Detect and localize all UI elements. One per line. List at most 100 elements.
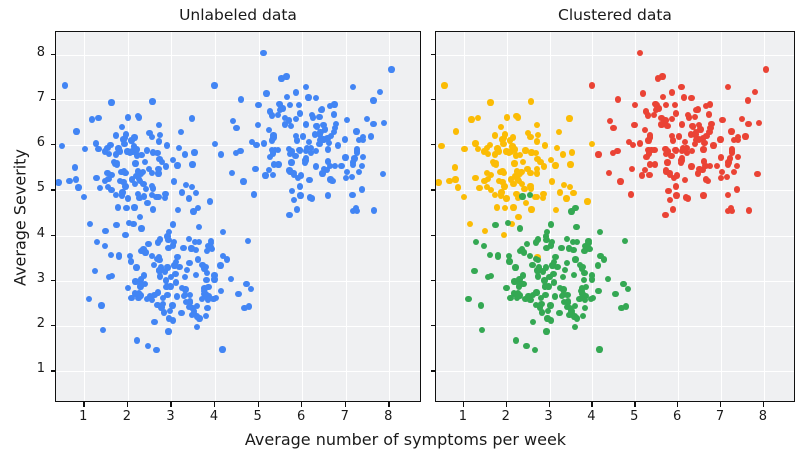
data-point [735,153,742,161]
data-point [762,66,770,73]
data-point [247,285,255,292]
data-point [286,211,293,219]
gridline-horizontal [436,54,794,56]
data-point [132,278,139,285]
data-point [278,75,285,82]
data-point [501,131,509,138]
data-point [723,173,731,181]
data-point [481,178,488,185]
data-point [516,281,524,288]
data-point [314,123,321,130]
data-point [165,236,172,244]
data-point [588,272,596,279]
data-point [664,159,671,166]
data-point [189,304,196,312]
data-point [223,256,231,263]
data-point [494,253,502,260]
data-point [243,280,250,288]
data-point [527,296,534,304]
data-point [388,66,395,73]
data-point [693,106,700,114]
data-point [131,134,138,141]
data-point [733,186,740,193]
x-tick-label: 3 [166,409,175,424]
data-point [547,156,554,163]
data-point [544,308,552,315]
gridline-vertical [463,32,465,401]
data-point [477,302,484,309]
data-point [159,158,166,165]
x-axis-label: Average number of symptoms per week [244,430,567,449]
data-point [468,116,475,123]
data-point [324,146,332,153]
data-point [165,244,172,252]
data-point [72,176,79,183]
data-point [178,189,186,196]
gridline-horizontal [56,190,420,192]
x-tick-label: 2 [122,409,132,424]
data-point [360,153,367,161]
data-point [514,194,522,202]
data-point [146,292,154,300]
gridline-horizontal [56,371,420,373]
data-point [543,236,550,244]
data-point [56,179,62,186]
gridline-horizontal [56,280,420,282]
data-point [149,206,157,213]
y-tick-label: 1 [36,361,45,377]
data-point [555,128,563,136]
data-point [134,191,142,198]
data-point [545,283,552,290]
data-point [137,276,144,283]
data-point [668,152,675,160]
data-point [331,162,338,170]
data-point [668,89,676,96]
data-point [195,238,203,246]
data-point [134,168,142,175]
data-point [113,159,121,166]
data-point [514,114,521,121]
clustered-plot-area [435,31,795,402]
data-point [101,148,109,155]
data-point [294,137,301,144]
data-point [136,213,143,220]
data-point [684,111,691,118]
gridline-vertical [592,32,594,401]
data-point [327,176,334,183]
data-point [500,169,508,177]
data-point [203,277,210,284]
data-point [275,161,282,168]
data-point [538,309,546,316]
data-point [129,148,136,155]
y-tick-mark [50,325,55,327]
data-point [681,94,688,101]
data-point [580,277,588,284]
data-point [120,178,127,186]
data-point [66,177,73,185]
data-point [519,193,526,200]
data-point [505,253,513,260]
data-point [182,182,190,189]
data-point [349,207,356,215]
x-tick-label: 4 [209,409,219,424]
data-point [668,115,676,122]
data-point [316,140,323,148]
data-point [182,286,189,293]
data-point [561,266,568,274]
data-point [528,149,535,156]
data-point [194,256,202,263]
data-point [696,121,703,129]
data-point [571,323,579,330]
data-point [118,169,125,176]
data-point [302,121,310,128]
data-point [681,176,689,184]
y-tick-mark [50,234,55,236]
data-point [539,195,547,202]
data-point [544,315,551,322]
data-point [160,309,168,316]
data-point [481,148,488,155]
data-point [303,144,310,152]
data-point [683,144,690,152]
x-tick-label: 4 [587,409,596,424]
data-point [552,207,559,214]
